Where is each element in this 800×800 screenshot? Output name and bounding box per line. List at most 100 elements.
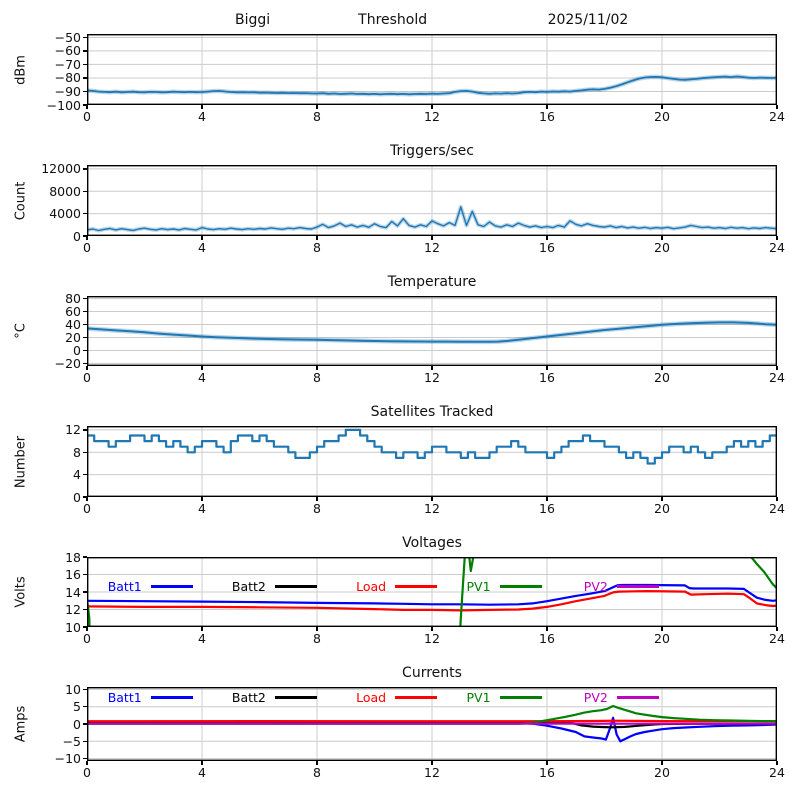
x-tick-mark bbox=[546, 105, 548, 109]
x-tick-label: 8 bbox=[313, 370, 321, 385]
x-tick-label: 20 bbox=[654, 631, 670, 646]
x-tick-label: 0 bbox=[83, 501, 91, 516]
axes-spines bbox=[87, 296, 777, 366]
y-tick-mark bbox=[83, 235, 87, 237]
y-tick-label: 5 bbox=[73, 699, 81, 715]
axes-spines bbox=[87, 426, 777, 497]
y-tick-mark bbox=[83, 626, 87, 628]
x-tick-label: 24 bbox=[769, 109, 785, 124]
x-tick-label: 12 bbox=[424, 501, 440, 516]
y-tick-label: 18 bbox=[65, 549, 81, 565]
x-tick-label: 16 bbox=[539, 765, 555, 780]
y-tick-label: 4000 bbox=[49, 206, 81, 222]
x-tick-mark bbox=[661, 366, 663, 370]
axes-spines bbox=[87, 165, 777, 236]
y-tick-label: 40 bbox=[65, 317, 81, 333]
y-tick-label: −100 bbox=[46, 97, 81, 113]
x-tick-label: 4 bbox=[198, 240, 206, 255]
x-tick-mark bbox=[201, 236, 203, 240]
y-tick-label: −5 bbox=[62, 733, 81, 749]
x-tick-label: 8 bbox=[313, 240, 321, 255]
x-tick-mark bbox=[316, 627, 318, 631]
x-tick-mark bbox=[201, 761, 203, 765]
legend-line-sample bbox=[395, 695, 438, 699]
signal-dbm bbox=[87, 75, 777, 96]
legend-label: PV1 bbox=[466, 689, 491, 705]
y-tick-mark bbox=[83, 323, 87, 326]
y-tick-mark bbox=[83, 36, 87, 39]
plot-canvas bbox=[87, 34, 777, 105]
title-left: Biggi bbox=[235, 12, 271, 28]
x-tick-mark bbox=[776, 497, 778, 501]
y-tick-mark bbox=[83, 190, 87, 192]
y-tick-mark bbox=[83, 349, 87, 352]
x-tick-mark bbox=[201, 627, 203, 631]
x-tick-mark bbox=[546, 497, 548, 501]
x-tick-label: 20 bbox=[654, 765, 670, 780]
y-tick-label: 0 bbox=[73, 228, 81, 244]
x-tick-mark bbox=[86, 236, 88, 240]
x-tick-label: 0 bbox=[83, 109, 91, 124]
y-tick-label: 8000 bbox=[49, 183, 81, 199]
chart-title: Triggers/sec bbox=[390, 143, 474, 159]
x-tick-label: 8 bbox=[313, 631, 321, 646]
trigger-rate bbox=[87, 206, 777, 232]
legend-line-sample bbox=[395, 584, 438, 588]
y-tick-label: 0 bbox=[73, 716, 81, 732]
legend-line-sample bbox=[150, 584, 193, 588]
x-tick-mark bbox=[661, 627, 663, 631]
y-axis-label: Count bbox=[13, 181, 29, 220]
y-tick-label: 4 bbox=[73, 467, 81, 483]
x-tick-label: 8 bbox=[313, 765, 321, 780]
y-tick-mark bbox=[83, 213, 87, 215]
x-tick-mark bbox=[86, 627, 88, 631]
y-tick-mark bbox=[83, 429, 87, 431]
legend-item-pv2: PV2 bbox=[584, 578, 659, 594]
x-tick-mark bbox=[431, 627, 433, 631]
x-tick-label: 8 bbox=[313, 109, 321, 124]
plot-area bbox=[87, 165, 777, 236]
x-tick-mark bbox=[661, 761, 663, 765]
x-tick-label: 12 bbox=[424, 631, 440, 646]
y-tick-label: −80 bbox=[54, 70, 81, 86]
x-tick-label: 0 bbox=[83, 631, 91, 646]
x-tick-label: 24 bbox=[769, 370, 785, 385]
x-tick-label: 24 bbox=[769, 240, 785, 255]
x-tick-label: 20 bbox=[654, 501, 670, 516]
legend-item-pv1: PV1 bbox=[467, 689, 542, 705]
legend-item-load: Load bbox=[356, 689, 438, 705]
y-tick-label: 14 bbox=[65, 584, 81, 600]
title-center: Threshold bbox=[358, 12, 428, 28]
y-tick-mark bbox=[83, 310, 87, 313]
legend-line-sample bbox=[499, 695, 542, 699]
plot-canvas bbox=[87, 165, 777, 236]
pv1-volts bbox=[87, 557, 777, 627]
y-axis-label: Volts bbox=[13, 576, 29, 608]
y-tick-label: 10 bbox=[65, 619, 81, 635]
legend-item-load: Load bbox=[356, 578, 438, 594]
y-tick-label: 80 bbox=[65, 291, 81, 307]
plot-canvas bbox=[87, 426, 777, 497]
legend-line-sample bbox=[499, 584, 542, 588]
y-tick-mark bbox=[83, 723, 87, 725]
chart-title: Currents bbox=[402, 665, 462, 681]
x-tick-label: 16 bbox=[539, 501, 555, 516]
x-tick-mark bbox=[661, 105, 663, 109]
y-tick-mark bbox=[83, 757, 87, 760]
x-tick-mark bbox=[316, 497, 318, 501]
x-tick-label: 4 bbox=[198, 631, 206, 646]
x-tick-mark bbox=[431, 761, 433, 765]
x-tick-label: 20 bbox=[654, 240, 670, 255]
x-tick-label: 20 bbox=[654, 109, 670, 124]
x-tick-mark bbox=[431, 236, 433, 240]
x-tick-label: 4 bbox=[198, 370, 206, 385]
y-tick-mark bbox=[83, 297, 87, 300]
y-tick-mark bbox=[83, 608, 87, 611]
axes-spines bbox=[87, 34, 777, 105]
y-tick-mark bbox=[83, 50, 87, 52]
x-tick-label: 0 bbox=[83, 240, 91, 255]
x-tick-mark bbox=[776, 236, 778, 240]
y-tick-label: 8 bbox=[73, 444, 81, 460]
x-tick-mark bbox=[546, 627, 548, 631]
